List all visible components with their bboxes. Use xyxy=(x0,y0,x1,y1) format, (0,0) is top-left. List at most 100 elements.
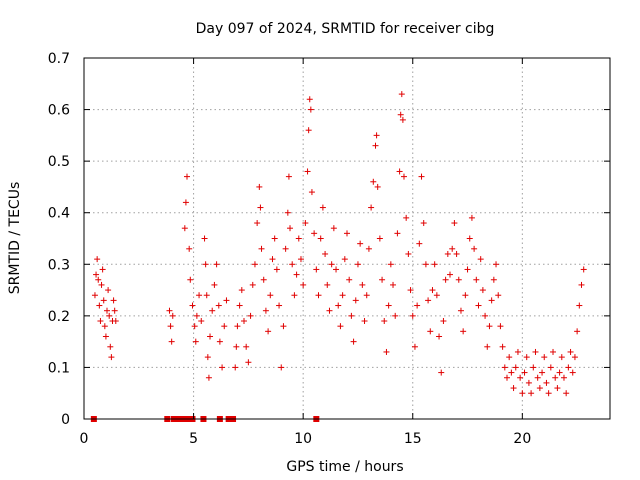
data-point xyxy=(167,323,174,330)
data-point xyxy=(403,214,410,221)
data-point xyxy=(442,276,449,283)
data-point xyxy=(519,390,526,397)
data-point xyxy=(563,390,570,397)
data-point xyxy=(238,287,245,294)
data-point xyxy=(484,343,491,350)
data-point xyxy=(569,369,576,376)
data-point xyxy=(510,385,517,392)
data-point xyxy=(211,281,218,288)
data-point xyxy=(240,318,247,325)
y-tick-label: 0.6 xyxy=(48,103,70,119)
data-point xyxy=(330,225,337,232)
x-tick-label: 10 xyxy=(294,431,312,447)
data-point xyxy=(260,276,267,283)
data-point xyxy=(105,287,112,294)
data-point xyxy=(493,261,500,268)
data-point xyxy=(397,111,404,118)
data-point xyxy=(574,328,581,335)
data-point xyxy=(243,343,250,350)
data-point xyxy=(429,287,436,294)
data-point xyxy=(245,359,252,366)
data-point xyxy=(359,281,366,288)
y-tick-label: 0.3 xyxy=(48,257,70,273)
data-point xyxy=(91,292,98,299)
data-point xyxy=(101,323,108,330)
data-point xyxy=(431,261,438,268)
data-point xyxy=(514,348,521,355)
data-point xyxy=(322,250,329,257)
data-point xyxy=(223,297,230,304)
data-point xyxy=(341,256,348,263)
data-point xyxy=(567,348,574,355)
data-point xyxy=(477,256,484,263)
data-point xyxy=(390,281,397,288)
data-point xyxy=(495,292,502,299)
data-point xyxy=(363,292,370,299)
data-point xyxy=(550,348,557,355)
data-point xyxy=(182,199,189,206)
data-point xyxy=(475,302,482,309)
data-point xyxy=(376,235,383,242)
data-point xyxy=(580,266,587,273)
data-point xyxy=(400,173,407,180)
data-point xyxy=(361,318,368,325)
data-point xyxy=(536,385,543,392)
data-point xyxy=(368,204,375,211)
data-point xyxy=(525,379,532,386)
data-point xyxy=(383,348,390,355)
data-point xyxy=(300,281,307,288)
data-point xyxy=(523,354,530,361)
data-point xyxy=(209,307,216,314)
data-point xyxy=(350,338,357,345)
data-point xyxy=(221,323,228,330)
data-point xyxy=(313,266,320,273)
data-point xyxy=(295,235,302,242)
data-point xyxy=(232,364,239,371)
data-point xyxy=(405,250,412,257)
data-point xyxy=(196,292,203,299)
data-point xyxy=(560,374,567,381)
y-axis-label: SRMTID / TECUs xyxy=(7,182,23,295)
data-point xyxy=(416,240,423,247)
data-point xyxy=(385,302,392,309)
data-point xyxy=(506,354,513,361)
data-point xyxy=(99,266,106,273)
data-point xyxy=(411,343,418,350)
data-point xyxy=(414,302,421,309)
data-point xyxy=(372,142,379,149)
data-point xyxy=(425,297,432,304)
data-point xyxy=(449,245,456,252)
data-point xyxy=(306,96,313,103)
data-point xyxy=(107,343,114,350)
data-point xyxy=(436,333,443,340)
data-point xyxy=(317,235,324,242)
data-point xyxy=(440,318,447,325)
data-point xyxy=(94,256,101,263)
y-tick-label: 0.4 xyxy=(48,206,70,222)
x-axis-label: GPS time / hours xyxy=(286,459,403,475)
data-point xyxy=(399,116,406,123)
data-point xyxy=(420,220,427,227)
data-point xyxy=(333,266,340,273)
data-point xyxy=(482,312,489,319)
y-tick-label: 0.2 xyxy=(48,309,70,325)
data-point xyxy=(379,276,386,283)
data-point xyxy=(554,385,561,392)
y-tick-label: 0.7 xyxy=(48,51,70,67)
data-point xyxy=(257,204,264,211)
data-point xyxy=(348,312,355,319)
data-point xyxy=(111,307,118,314)
data-point xyxy=(192,338,199,345)
data-point xyxy=(370,178,377,185)
data-point xyxy=(512,364,519,371)
data-point xyxy=(394,230,401,237)
data-point xyxy=(189,302,196,309)
data-point xyxy=(457,307,464,314)
data-point xyxy=(293,271,300,278)
data-point xyxy=(308,189,315,196)
data-point xyxy=(464,266,471,273)
data-point xyxy=(96,302,103,309)
data-point xyxy=(112,318,119,325)
data-point xyxy=(460,328,467,335)
data-point xyxy=(396,168,403,175)
